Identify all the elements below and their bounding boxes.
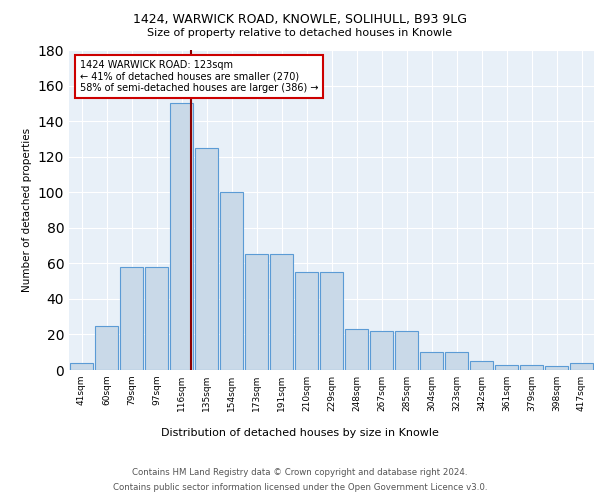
Bar [520,364,543,370]
Bar [120,267,143,370]
Text: 1424 WARWICK ROAD: 123sqm
← 41% of detached houses are smaller (270)
58% of semi: 1424 WARWICK ROAD: 123sqm ← 41% of detac… [79,60,318,93]
Bar [420,352,443,370]
Bar [570,363,593,370]
Bar [370,331,393,370]
Text: 1424, WARWICK ROAD, KNOWLE, SOLIHULL, B93 9LG: 1424, WARWICK ROAD, KNOWLE, SOLIHULL, B9… [133,12,467,26]
Bar [470,361,493,370]
Text: Distribution of detached houses by size in Knowle: Distribution of detached houses by size … [161,428,439,438]
Bar [95,326,118,370]
Bar [220,192,243,370]
Bar [545,366,568,370]
Bar [495,364,518,370]
Bar [395,331,418,370]
Bar [145,267,168,370]
Bar [320,272,343,370]
Bar [195,148,218,370]
Text: Contains public sector information licensed under the Open Government Licence v3: Contains public sector information licen… [113,483,487,492]
Bar [245,254,268,370]
Text: Contains HM Land Registry data © Crown copyright and database right 2024.: Contains HM Land Registry data © Crown c… [132,468,468,477]
Bar [445,352,468,370]
Bar [345,329,368,370]
Y-axis label: Number of detached properties: Number of detached properties [22,128,32,292]
Text: Size of property relative to detached houses in Knowle: Size of property relative to detached ho… [148,28,452,38]
Bar [70,363,93,370]
Bar [170,104,193,370]
Bar [295,272,318,370]
Bar [270,254,293,370]
